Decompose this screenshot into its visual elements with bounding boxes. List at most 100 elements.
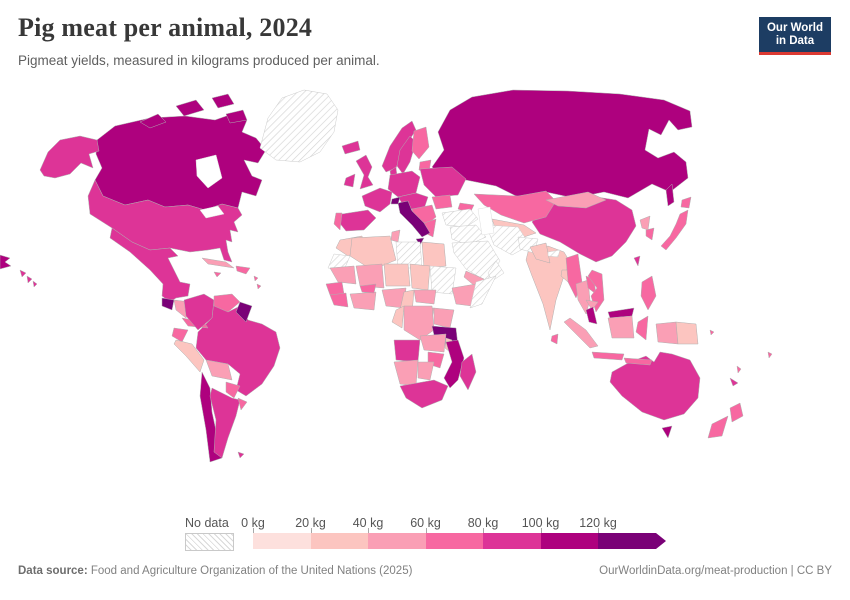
country-java[interactable]	[591, 351, 625, 361]
country-jamaica[interactable]	[213, 271, 222, 278]
country-switzerland[interactable]	[390, 196, 401, 205]
country-romania[interactable]	[431, 194, 453, 210]
country-burkina-faso[interactable]	[359, 283, 377, 294]
country-bolivia[interactable]	[205, 359, 233, 381]
legend-swatch-40-60 kg[interactable]	[368, 533, 426, 549]
country-guatemala[interactable]	[161, 297, 175, 311]
country-sulawesi[interactable]	[635, 315, 649, 341]
country-botswana[interactable]	[417, 361, 435, 381]
country-malaysia-peninsula[interactable]	[585, 306, 598, 325]
country-tasmania[interactable]	[661, 425, 673, 439]
country-cuba[interactable]	[201, 257, 235, 269]
country-ireland[interactable]	[343, 173, 356, 188]
country-greenland[interactable]	[259, 89, 339, 163]
country-taiwan[interactable]	[633, 255, 641, 267]
country-solomon-islands[interactable]	[709, 329, 715, 336]
country-iceland[interactable]	[341, 140, 361, 155]
legend-swatch-60-80 kg[interactable]	[425, 533, 483, 549]
owid-logo[interactable]: Our World in Data	[758, 17, 831, 55]
country-spain[interactable]	[337, 209, 377, 232]
country-new-zealand-north[interactable]	[729, 402, 744, 423]
country-portugal[interactable]	[333, 212, 343, 231]
country-cambodia[interactable]	[585, 299, 599, 311]
country-central-african-republic[interactable]	[413, 289, 437, 305]
country-papua-new-guinea[interactable]	[675, 321, 699, 345]
country-alaska[interactable]	[39, 135, 100, 179]
country-sumatra[interactable]	[563, 317, 599, 349]
country-mozambique[interactable]	[443, 339, 465, 389]
legend-swatch-120+ kg[interactable]	[598, 533, 656, 549]
country-new-zealand-south[interactable]	[707, 415, 729, 439]
country-peru[interactable]	[173, 339, 205, 373]
country-falkland-islands[interactable]	[237, 451, 245, 459]
country-thailand[interactable]	[575, 279, 591, 315]
legend-swatch-0-20 kg[interactable]	[253, 533, 311, 549]
country-argentina[interactable]	[209, 387, 241, 459]
country-paraguay[interactable]	[225, 381, 241, 399]
country-egypt[interactable]	[421, 241, 447, 269]
country-philippines[interactable]	[640, 275, 657, 311]
country-japan[interactable]	[660, 196, 692, 251]
country-chad[interactable]	[409, 263, 431, 291]
country-nepal[interactable]	[547, 249, 561, 258]
country-namibia[interactable]	[393, 359, 419, 387]
country-australia[interactable]	[609, 351, 701, 421]
country-canadian-arctic-islands[interactable]	[139, 93, 248, 129]
country-new-caledonia[interactable]	[729, 377, 739, 387]
country-congo-gabon[interactable]	[391, 305, 405, 329]
country-iran[interactable]	[485, 224, 531, 256]
country-vanuatu[interactable]	[736, 365, 742, 374]
country-senegal-gambia[interactable]	[325, 281, 345, 296]
country-guinea-sierra-leone[interactable]	[329, 292, 349, 308]
country-zambia[interactable]	[419, 333, 447, 353]
country-ivory-coast-ghana[interactable]	[349, 291, 377, 311]
legend-no-data-swatch[interactable]	[185, 533, 234, 551]
country-france[interactable]	[361, 187, 393, 213]
country-guyanas[interactable]	[235, 301, 253, 323]
country-dr-congo[interactable]	[403, 305, 435, 341]
country-ukraine-belarus[interactable]	[419, 166, 467, 198]
country-venezuela[interactable]	[213, 293, 241, 313]
legend-tick-mark	[310, 528, 312, 533]
country-finland[interactable]	[411, 126, 430, 160]
country-lesser-sunda[interactable]	[623, 357, 653, 366]
country-hispaniola[interactable]	[235, 265, 251, 275]
country-west-papua[interactable]	[655, 321, 679, 345]
country-united-kingdom[interactable]	[355, 154, 374, 190]
country-fiji[interactable]	[767, 351, 773, 359]
country-kenya[interactable]	[433, 307, 455, 329]
country-north-korea[interactable]	[639, 215, 651, 231]
credit-link[interactable]: OurWorldinData.org/meat-production | CC …	[599, 565, 832, 577]
country-sri-lanka[interactable]	[550, 333, 559, 345]
country-pakistan[interactable]	[529, 242, 551, 264]
legend-swatch-20-40 kg[interactable]	[310, 533, 368, 549]
country-lesser-antilles[interactable]	[253, 275, 262, 290]
country-south-korea[interactable]	[645, 227, 655, 241]
country-mali[interactable]	[355, 263, 385, 289]
country-angola[interactable]	[393, 339, 421, 363]
country-sweden[interactable]	[396, 135, 417, 175]
country-south-africa[interactable]	[399, 379, 449, 409]
legend-swatch-100-120 kg[interactable]	[540, 533, 598, 549]
country-sakhalin[interactable]	[665, 183, 675, 207]
country-sudan[interactable]	[429, 265, 457, 295]
country-niger[interactable]	[383, 263, 411, 287]
country-canada[interactable]	[94, 113, 267, 211]
country-somalia[interactable]	[469, 275, 497, 309]
country-russia-east-wrap[interactable]	[0, 254, 12, 270]
country-turkey[interactable]	[441, 208, 479, 228]
country-hawaii[interactable]	[19, 269, 38, 288]
country-mauritania[interactable]	[329, 265, 357, 285]
country-uruguay[interactable]	[237, 397, 248, 411]
country-norway[interactable]	[381, 120, 417, 173]
country-ecuador[interactable]	[171, 327, 189, 343]
country-madagascar[interactable]	[459, 353, 477, 391]
country-tunisia[interactable]	[390, 229, 401, 243]
country-russia[interactable]	[431, 89, 693, 199]
country-colombia[interactable]	[183, 293, 215, 331]
country-kalimantan[interactable]	[607, 315, 635, 339]
country-mexico[interactable]	[109, 227, 191, 303]
legend-swatch-80-100 kg[interactable]	[483, 533, 541, 549]
country-mongolia[interactable]	[545, 191, 607, 209]
country-levant-iraq[interactable]	[449, 224, 487, 246]
